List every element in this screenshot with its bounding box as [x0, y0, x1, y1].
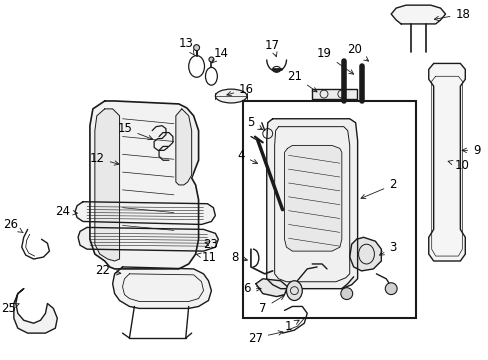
Polygon shape	[14, 289, 57, 333]
Text: 23: 23	[203, 238, 218, 251]
Polygon shape	[255, 279, 287, 297]
Text: 15: 15	[117, 122, 152, 140]
Polygon shape	[284, 145, 341, 251]
Polygon shape	[78, 228, 218, 251]
Polygon shape	[390, 5, 445, 24]
Text: 3: 3	[379, 241, 396, 255]
Ellipse shape	[208, 57, 213, 62]
Text: 12: 12	[90, 152, 119, 165]
Text: 25: 25	[1, 302, 19, 315]
Text: 8: 8	[231, 251, 247, 264]
Text: 13: 13	[179, 37, 194, 55]
Polygon shape	[349, 237, 381, 271]
Text: 1: 1	[285, 320, 299, 333]
Text: 21: 21	[287, 70, 316, 92]
Text: 26: 26	[3, 218, 23, 233]
Text: 17: 17	[264, 39, 280, 57]
Text: 11: 11	[196, 251, 216, 264]
Polygon shape	[112, 267, 211, 309]
Text: 16: 16	[226, 82, 254, 96]
Text: 7: 7	[259, 296, 284, 315]
Text: 19: 19	[316, 47, 353, 74]
Text: 20: 20	[346, 43, 368, 61]
Text: 10: 10	[447, 159, 468, 172]
Polygon shape	[266, 119, 357, 289]
Ellipse shape	[385, 283, 396, 294]
Ellipse shape	[286, 281, 302, 301]
Polygon shape	[311, 89, 356, 99]
Text: 9: 9	[461, 144, 480, 157]
Polygon shape	[95, 109, 119, 261]
Text: 4: 4	[237, 149, 257, 163]
Bar	[243, 101, 415, 318]
Text: 5: 5	[247, 116, 262, 130]
Polygon shape	[176, 109, 191, 185]
Ellipse shape	[340, 288, 352, 300]
Ellipse shape	[193, 45, 199, 51]
Polygon shape	[90, 101, 198, 269]
Ellipse shape	[215, 89, 246, 103]
Text: 2: 2	[360, 179, 396, 199]
Text: 14: 14	[211, 47, 228, 63]
Text: 24: 24	[55, 205, 77, 218]
Text: 18: 18	[433, 8, 469, 21]
Polygon shape	[428, 63, 465, 261]
Text: 22: 22	[95, 264, 121, 278]
Text: 27: 27	[247, 331, 282, 345]
Text: 6: 6	[243, 282, 261, 295]
Polygon shape	[75, 202, 215, 224]
